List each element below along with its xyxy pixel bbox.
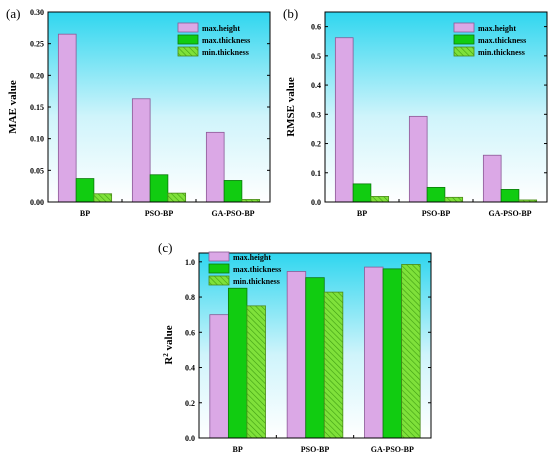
bar-max-height-bp — [209, 314, 229, 439]
plot-background — [325, 12, 547, 202]
bar-max-height-bp — [57, 33, 77, 203]
bar-max-thickness-bp — [75, 178, 95, 203]
x-tick-label: PSO-BP — [301, 445, 330, 454]
bar-max-height-pso-bp — [408, 115, 428, 203]
legend-swatch-min-thickness — [208, 275, 230, 286]
x-tick-label: PSO-BP — [145, 209, 174, 218]
bar-min-thickness-pso-bp — [323, 291, 344, 439]
y-tick-label: 0.3 — [311, 110, 321, 119]
bar-min-thickness-bp — [246, 305, 266, 439]
y-tick-label: 0.4 — [311, 81, 321, 90]
bar-max-thickness-ga-pso-bp — [223, 180, 243, 203]
bar-max-thickness-pso-bp — [149, 174, 169, 203]
bar-max-height-ga-pso-bp — [205, 131, 225, 203]
bar-max-thickness-bp — [227, 287, 248, 439]
legend-swatch-max-thickness — [208, 263, 230, 274]
bar-max-height-ga-pso-bp — [482, 154, 502, 203]
x-tick-label: GA-PSO-BP — [371, 445, 414, 454]
panel-label: (a) — [6, 6, 20, 21]
y-tick-label: 0.0 — [311, 198, 321, 207]
y-tick-label: 0.05 — [30, 166, 44, 175]
legend-swatch-max-height — [453, 22, 475, 33]
y-tick-label: 0.6 — [185, 328, 195, 337]
bar-min-thickness-ga-pso-bp — [401, 264, 421, 439]
y-axis-label: RMSE value — [285, 77, 297, 137]
x-tick-label: BP — [233, 445, 243, 454]
legend-label-max-height: max.height — [233, 253, 271, 262]
chart-panel-3: 0.0 0.2 0.4 0.6 0.8 1.0 BP PSO-BP GA-PSO-BP (c) R2… — [158, 240, 432, 454]
panel-label: (c) — [158, 240, 172, 255]
legend-label-max-thickness: max.thickness — [478, 36, 526, 45]
plot-background — [48, 12, 270, 202]
plot-frame — [47, 11, 271, 203]
bar-max-height-pso-bp — [131, 98, 151, 203]
legend-label-min-thickness: min.thickness — [478, 48, 525, 57]
x-tick-label: BP — [80, 209, 90, 218]
legend-label-max-thickness: max.thickness — [202, 36, 250, 45]
bar-min-thickness-pso-bp — [167, 192, 187, 203]
y-tick-label: 0.5 — [311, 52, 321, 61]
legend: max.height max.thickness min.thickness — [453, 22, 526, 57]
y-tick-label: 1.0 — [185, 258, 195, 267]
bar-max-thickness-ga-pso-bp — [382, 268, 403, 439]
bar-max-height-ga-pso-bp — [364, 266, 384, 439]
legend-swatch-min-thickness — [453, 46, 475, 57]
x-tick-label: GA-PSO-BP — [211, 209, 254, 218]
x-tick-label: PSO-BP — [422, 209, 451, 218]
legend: max.height max.thickness min.thickness — [208, 251, 281, 286]
bar-max-thickness-bp — [352, 183, 372, 203]
y-axis-label: R2 value — [162, 325, 175, 364]
x-tick-label: GA-PSO-BP — [488, 209, 531, 218]
y-tick-label: 0.6 — [311, 23, 321, 32]
legend-swatch-min-thickness — [177, 46, 199, 57]
bar-max-height-pso-bp — [286, 271, 307, 439]
bar-max-thickness-ga-pso-bp — [500, 189, 520, 203]
legend-swatch-max-height — [177, 22, 199, 33]
bar-min-thickness-bp — [370, 196, 390, 203]
bar-min-thickness-bp — [93, 193, 113, 203]
y-tick-label: 0.20 — [30, 71, 44, 80]
y-tick-label: 0.4 — [185, 364, 195, 373]
chart-panel-1: 0.00 0.05 0.10 0.15 0.20 0.25 0.30 BP PSO-BP GA-P… — [6, 6, 271, 218]
legend-label-min-thickness: min.thickness — [233, 277, 280, 286]
legend-label-max-height: max.height — [202, 24, 240, 33]
y-tick-label: 0.0 — [185, 434, 195, 443]
x-tick-label: BP — [357, 209, 367, 218]
plot-frame — [198, 252, 432, 439]
legend-label-max-thickness: max.thickness — [233, 265, 281, 274]
y-tick-label: 0.00 — [30, 198, 44, 207]
legend-swatch-max-height — [208, 251, 230, 262]
y-tick-label: 0.8 — [185, 293, 195, 302]
y-tick-label: 0.10 — [30, 135, 44, 144]
bar-min-thickness-pso-bp — [444, 196, 464, 203]
y-tick-label: 0.30 — [30, 8, 44, 17]
plot-frame — [324, 11, 548, 203]
y-tick-label: 0.25 — [30, 40, 44, 49]
legend-swatch-max-thickness — [177, 34, 199, 45]
y-tick-label: 0.15 — [30, 103, 44, 112]
legend-label-max-height: max.height — [478, 24, 516, 33]
y-axis-label: MAE value — [7, 80, 19, 134]
y-tick-label: 0.2 — [185, 399, 195, 408]
bar-max-thickness-pso-bp — [426, 186, 446, 203]
legend-label-min-thickness: min.thickness — [202, 48, 249, 57]
chart-panel-2: 0.0 0.1 0.2 0.3 0.4 0.5 0.6 BP PSO-BP GA-PSO-BP (b… — [283, 6, 548, 218]
bar-max-thickness-pso-bp — [305, 277, 325, 439]
legend: max.height max.thickness min.thickness — [177, 22, 250, 57]
bar-max-height-bp — [334, 37, 354, 203]
legend-swatch-max-thickness — [453, 34, 475, 45]
y-tick-label: 0.1 — [311, 169, 321, 178]
y-tick-label: 0.2 — [311, 140, 321, 149]
panel-label: (b) — [283, 6, 298, 21]
